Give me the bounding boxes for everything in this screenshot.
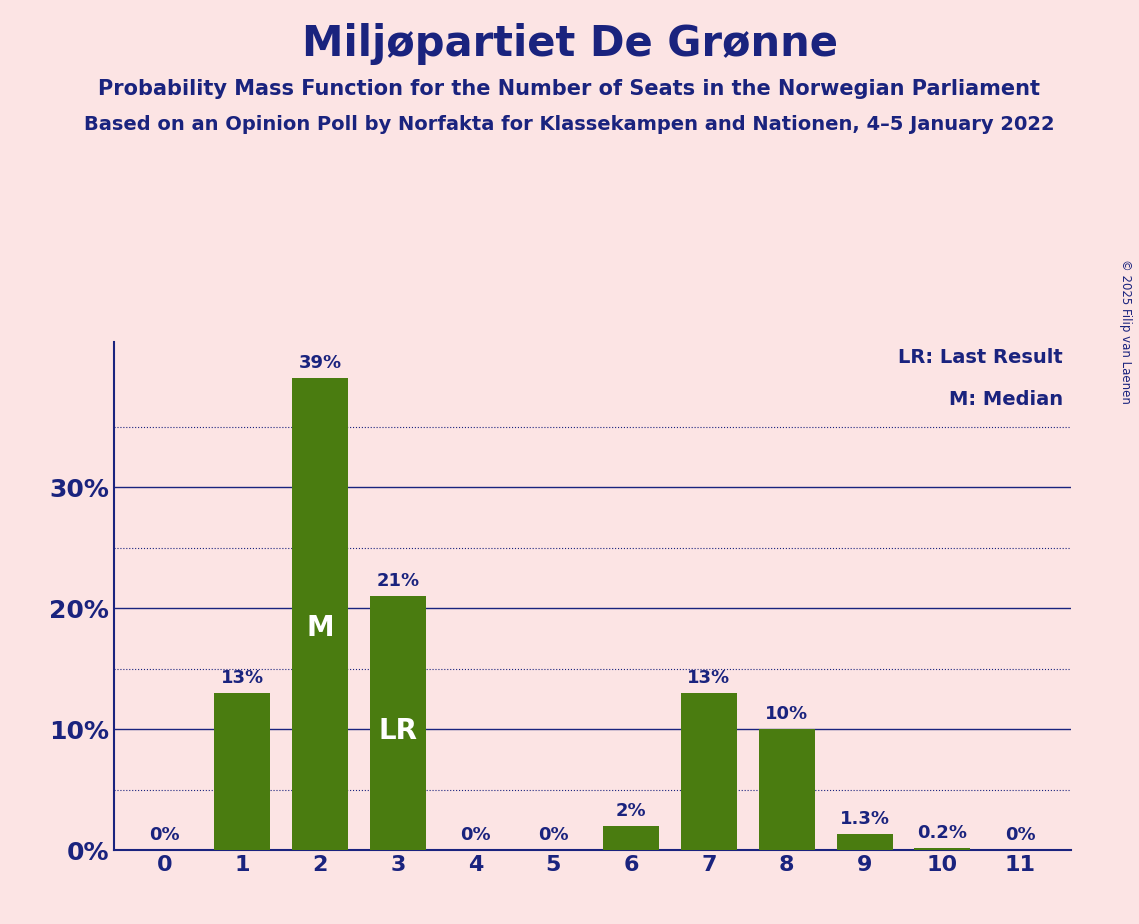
Text: 0.2%: 0.2% xyxy=(917,823,967,842)
Text: 1.3%: 1.3% xyxy=(839,810,890,828)
Text: LR: Last Result: LR: Last Result xyxy=(899,348,1063,367)
Text: 0%: 0% xyxy=(1005,826,1035,844)
Text: Probability Mass Function for the Number of Seats in the Norwegian Parliament: Probability Mass Function for the Number… xyxy=(98,79,1041,99)
Bar xyxy=(759,729,814,850)
Text: 13%: 13% xyxy=(221,669,264,687)
Text: 0%: 0% xyxy=(460,826,491,844)
Text: M: Median: M: Median xyxy=(949,390,1063,409)
Text: 21%: 21% xyxy=(376,572,419,590)
Bar xyxy=(370,596,426,850)
Text: 0%: 0% xyxy=(149,826,180,844)
Text: 10%: 10% xyxy=(765,705,809,723)
Bar xyxy=(214,693,270,850)
Text: Based on an Opinion Poll by Norfakta for Klassekampen and Nationen, 4–5 January : Based on an Opinion Poll by Norfakta for… xyxy=(84,116,1055,135)
Bar xyxy=(915,847,970,850)
Bar xyxy=(681,693,737,850)
Bar xyxy=(604,826,659,850)
Text: 0%: 0% xyxy=(538,826,568,844)
Text: M: M xyxy=(306,614,334,642)
Text: 39%: 39% xyxy=(298,354,342,372)
Bar xyxy=(836,834,893,850)
Bar xyxy=(292,378,349,850)
Text: Miljøpartiet De Grønne: Miljøpartiet De Grønne xyxy=(302,23,837,65)
Text: © 2025 Filip van Laenen: © 2025 Filip van Laenen xyxy=(1118,259,1132,404)
Text: 13%: 13% xyxy=(688,669,730,687)
Text: LR: LR xyxy=(378,717,417,745)
Text: 2%: 2% xyxy=(616,802,647,820)
